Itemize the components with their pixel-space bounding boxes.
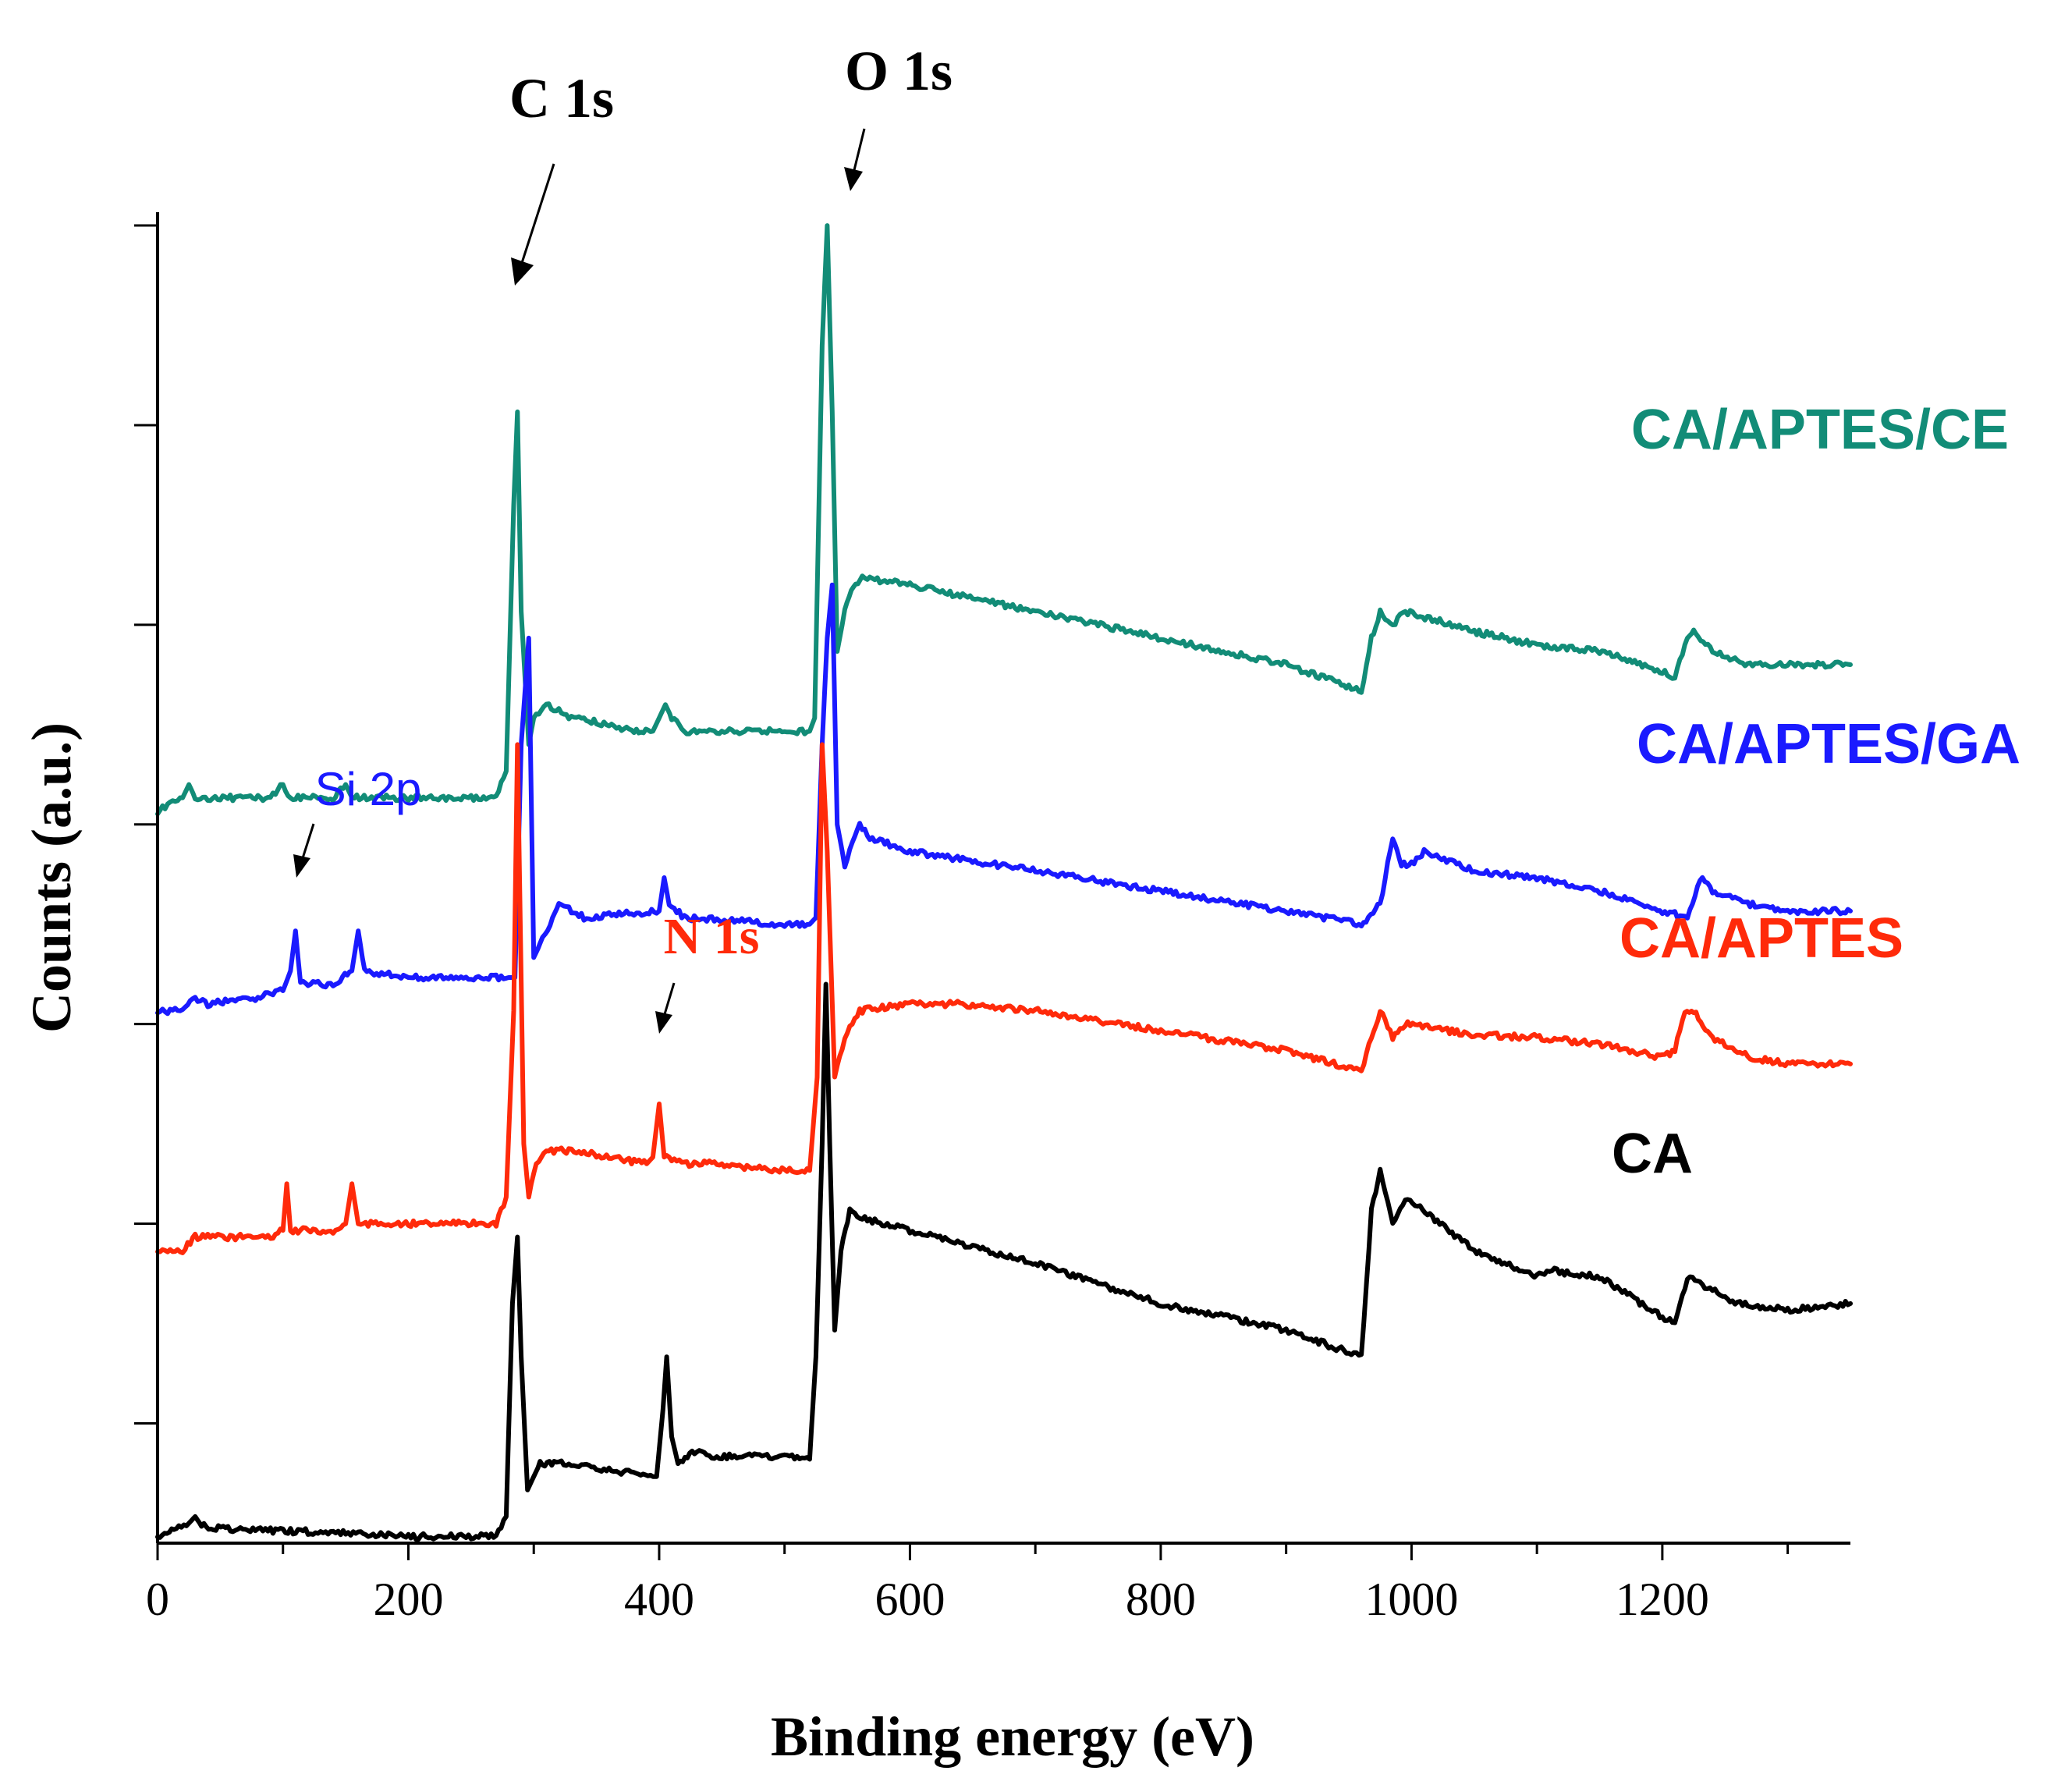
annotation-o1s-arrowhead	[844, 167, 863, 191]
annotation-n1s-arrow	[663, 982, 676, 1015]
x-tick-label: 1200	[1616, 1574, 1709, 1625]
x-tick-label: 800	[1126, 1574, 1196, 1625]
annotation-si2p-arrowhead	[293, 854, 310, 878]
annotation-o1s-arrow	[852, 128, 866, 174]
annotation-c1s-arrow	[520, 163, 555, 266]
x-tick-label: 200	[373, 1574, 443, 1625]
annotation-n1s-arrowhead	[655, 1011, 672, 1034]
series-label-ca-aptes-ga: CA/APTES/GA	[1637, 713, 2020, 775]
annotation-o1s: O 1s	[845, 40, 953, 102]
x-ticks: 0 200 400 600 800 1000 1200	[146, 1543, 1790, 1625]
series-line-ca-aptes	[155, 742, 1853, 1255]
series-label-ca-aptes-ce: CA/APTES/CE	[1631, 399, 2009, 461]
y-ticks	[134, 224, 158, 1425]
annotation-si2p: Si 2p	[315, 763, 422, 815]
x-tick-label: 0	[146, 1574, 169, 1625]
annotation-c1s-arrowhead	[511, 257, 534, 286]
series-line-ca-aptes-ce	[155, 223, 1853, 817]
x-axis-title: Binding energy (eV)	[771, 1705, 1254, 1768]
annotation-n1s: N 1s	[664, 908, 760, 965]
series-label-ca-aptes: CA/APTES	[1620, 907, 1903, 970]
series-label-ca: CA	[1612, 1123, 1693, 1185]
series-layer	[155, 223, 1853, 1542]
annotation-si2p-arrow	[301, 823, 315, 859]
annotation-c1s: C 1s	[509, 67, 614, 130]
x-tick-label: 600	[874, 1574, 945, 1625]
series-line-ca-aptes-ga	[155, 582, 1853, 1017]
x-tick-label: 1000	[1364, 1574, 1458, 1625]
x-tick-label: 400	[624, 1574, 694, 1625]
y-axis-title: Counts (a.u.)	[20, 722, 83, 1033]
series-line-ca	[155, 981, 1853, 1542]
